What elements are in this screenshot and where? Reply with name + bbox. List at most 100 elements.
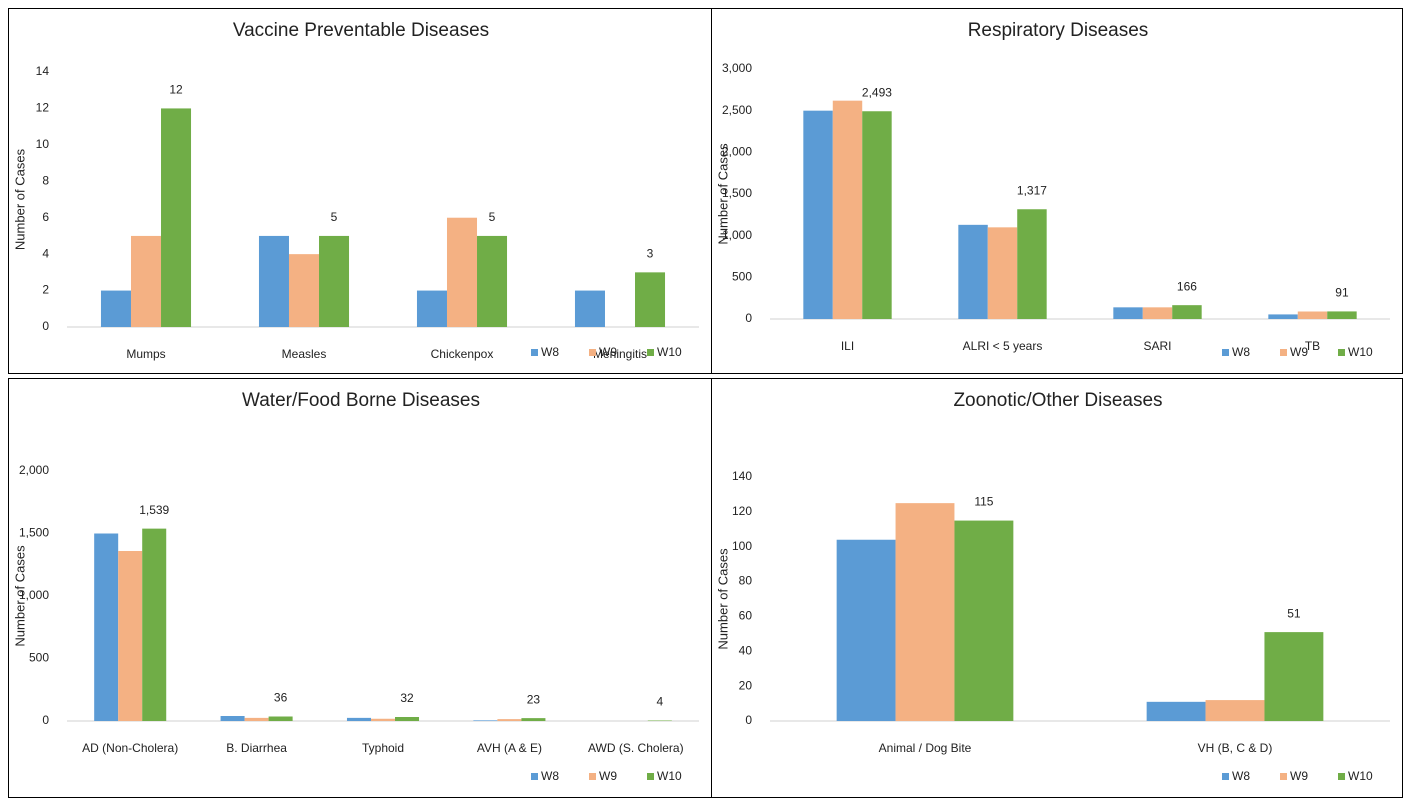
bar [987, 227, 1018, 319]
legend-label: W9 [1290, 769, 1308, 783]
x-tick-label: B. Diarrhea [226, 741, 287, 755]
y-tick-label: 1,500 [19, 526, 49, 540]
data-label: 166 [1177, 279, 1197, 293]
bar [94, 533, 119, 721]
chart-panel: Vaccine Preventable Diseases Number of Ca… [8, 8, 712, 374]
legend-label: W8 [541, 769, 559, 783]
bar [446, 217, 478, 327]
data-label: 115 [974, 495, 993, 509]
legend-label: W8 [1232, 769, 1250, 783]
bar [473, 720, 498, 721]
x-tick-label: ILI [841, 339, 854, 353]
chart-panel: Zoonotic/Other Diseases Number of Cases 0 2… [711, 378, 1403, 798]
bar [1142, 307, 1173, 319]
bar [1146, 701, 1206, 721]
legend-label: W9 [599, 345, 617, 359]
legend-label: W9 [599, 769, 617, 783]
bar [803, 110, 833, 320]
bar [258, 235, 289, 327]
legend-label: W10 [1348, 769, 1373, 783]
chart: Vaccine Preventable Diseases Number of Ca… [12, 20, 699, 361]
bar [142, 528, 167, 721]
data-label: 51 [1287, 606, 1301, 620]
y-tick-label: 0 [42, 319, 49, 333]
x-tick-label: Meningitis [593, 347, 647, 361]
y-tick-label: 100 [732, 539, 752, 553]
legend-swatch [589, 349, 596, 356]
legend-label: W10 [1348, 345, 1373, 359]
chart-panel: Respiratory Diseases Number of Cases 0 500 1… [711, 8, 1403, 374]
x-tick-label: VH (B, C & D) [1198, 741, 1273, 755]
data-label: 5 [331, 210, 338, 224]
legend-swatch [589, 773, 596, 780]
legend-swatch [1222, 773, 1229, 780]
y-tick-label: 20 [739, 678, 753, 692]
x-tick-label: Typhoid [362, 741, 404, 755]
legend-swatch [531, 349, 538, 356]
x-tick-label: Measles [282, 347, 327, 361]
data-label: 36 [274, 691, 288, 705]
y-tick-label: 2,000 [19, 463, 49, 477]
x-tick-label: AWD (S. Cholera) [588, 741, 684, 755]
x-tick-label: AD (Non-Cholera) [82, 741, 178, 755]
x-tick-label: Animal / Dog Bite [879, 741, 972, 755]
y-tick-label: 2 [42, 283, 49, 297]
bar [647, 720, 672, 721]
chart: Zoonotic/Other Diseases Number of Cases 0 2… [715, 390, 1390, 783]
bar [1172, 305, 1202, 319]
bar [862, 111, 892, 319]
bar [395, 717, 420, 721]
y-axis-title: Number of Cases [12, 545, 27, 647]
legend-label: W8 [541, 345, 559, 359]
x-tick-label: Mumps [126, 347, 165, 361]
legend-swatch [1280, 349, 1287, 356]
y-tick-label: 500 [29, 651, 49, 665]
data-label: 1,317 [1017, 183, 1047, 197]
y-tick-label: 80 [739, 574, 753, 588]
chart-title: Water/Food Borne Diseases [242, 390, 480, 411]
bar [244, 717, 269, 721]
bar [954, 520, 1014, 721]
x-tick-label: Chickenpox [431, 347, 494, 361]
legend-swatch [531, 773, 538, 780]
x-tick-label: AVH (A & E) [477, 741, 542, 755]
data-label: 3 [647, 247, 654, 261]
y-tick-label: 40 [739, 643, 753, 657]
data-label: 91 [1335, 286, 1349, 300]
y-tick-label: 0 [745, 713, 752, 727]
bar [1268, 314, 1298, 319]
bar [1264, 632, 1324, 721]
y-tick-label: 8 [42, 173, 49, 187]
bar [477, 235, 508, 327]
y-tick-label: 12 [36, 101, 50, 115]
data-label: 4 [656, 695, 663, 709]
bar [118, 551, 143, 721]
x-tick-label: TB [1305, 339, 1320, 353]
chart: Respiratory Diseases Number of Cases 0 500 1… [715, 20, 1390, 359]
bar [836, 539, 896, 721]
data-label: 5 [489, 210, 496, 224]
bar [895, 503, 955, 721]
bar [958, 224, 988, 319]
y-tick-label: 2,500 [722, 103, 752, 117]
data-label: 12 [169, 83, 183, 97]
chart-panel: Water/Food Borne Diseases Number of Cases… [8, 378, 712, 798]
y-tick-label: 60 [739, 609, 753, 623]
bar [832, 100, 863, 320]
legend-label: W9 [1290, 345, 1308, 359]
chart-title: Respiratory Diseases [968, 20, 1149, 41]
bar [1205, 700, 1265, 721]
bar [346, 717, 371, 721]
y-tick-label: 2,000 [722, 145, 752, 159]
legend-swatch [647, 349, 654, 356]
bar [1017, 209, 1047, 319]
x-tick-label: ALRI < 5 years [963, 339, 1043, 353]
y-tick-label: 140 [732, 469, 752, 483]
legend-label: W8 [1232, 345, 1250, 359]
bar [370, 718, 396, 721]
bar [288, 254, 320, 327]
y-tick-label: 1,000 [19, 588, 49, 602]
y-tick-label: 14 [36, 64, 50, 78]
bar [521, 718, 546, 721]
y-tick-label: 6 [42, 210, 49, 224]
